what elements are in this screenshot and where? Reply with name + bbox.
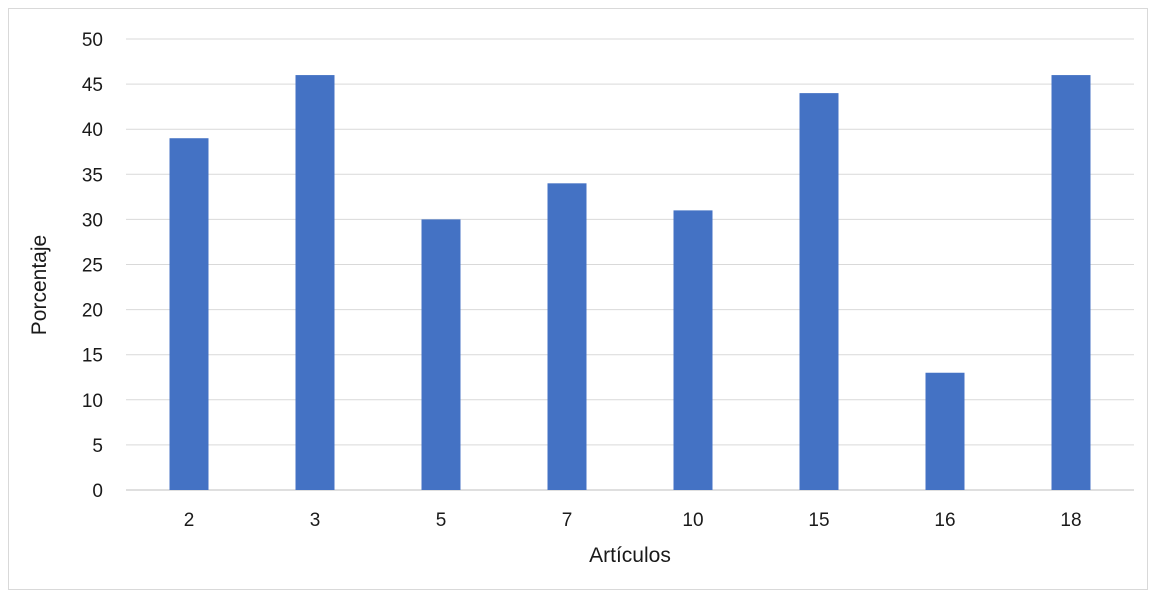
y-axis-title: Porcentaje xyxy=(28,235,51,335)
y-tick-label: 45 xyxy=(82,75,103,96)
bar-3 xyxy=(295,75,335,490)
bar-2 xyxy=(169,138,209,490)
x-tick-labels: 2 3 5 7 10 15 16 18 xyxy=(184,510,1082,531)
y-tick-label: 35 xyxy=(82,165,103,186)
y-tick-label: 25 xyxy=(82,256,103,277)
x-tick-label: 3 xyxy=(310,510,321,531)
y-tick-label: 50 xyxy=(82,30,103,51)
y-tick-label: 40 xyxy=(82,120,103,141)
x-tick-label: 15 xyxy=(808,510,829,531)
y-tick-label: 15 xyxy=(82,346,103,367)
bar-15 xyxy=(799,93,839,491)
y-tick-label: 20 xyxy=(82,301,103,322)
y-tick-label: 5 xyxy=(92,436,103,457)
y-tick-label: 30 xyxy=(82,210,103,231)
y-tick-label: 10 xyxy=(82,391,103,412)
bar-10 xyxy=(673,210,713,490)
x-tick-label: 16 xyxy=(934,510,955,531)
bars xyxy=(169,75,1091,491)
x-tick-label: 10 xyxy=(682,510,703,531)
x-tick-label: 5 xyxy=(436,510,447,531)
x-tick-label: 2 xyxy=(184,510,195,531)
bar-7 xyxy=(547,183,587,490)
y-tick-labels: 0 5 10 15 20 25 30 35 40 45 50 xyxy=(82,30,103,502)
x-axis-title: Artículos xyxy=(589,544,671,567)
bar-18 xyxy=(1051,75,1091,490)
gridlines xyxy=(126,38,1134,491)
bar-5 xyxy=(421,219,461,490)
y-tick-label: 0 xyxy=(92,481,103,502)
bar-16 xyxy=(925,372,965,490)
x-tick-label: 7 xyxy=(562,510,573,531)
x-tick-label: 18 xyxy=(1060,510,1081,531)
